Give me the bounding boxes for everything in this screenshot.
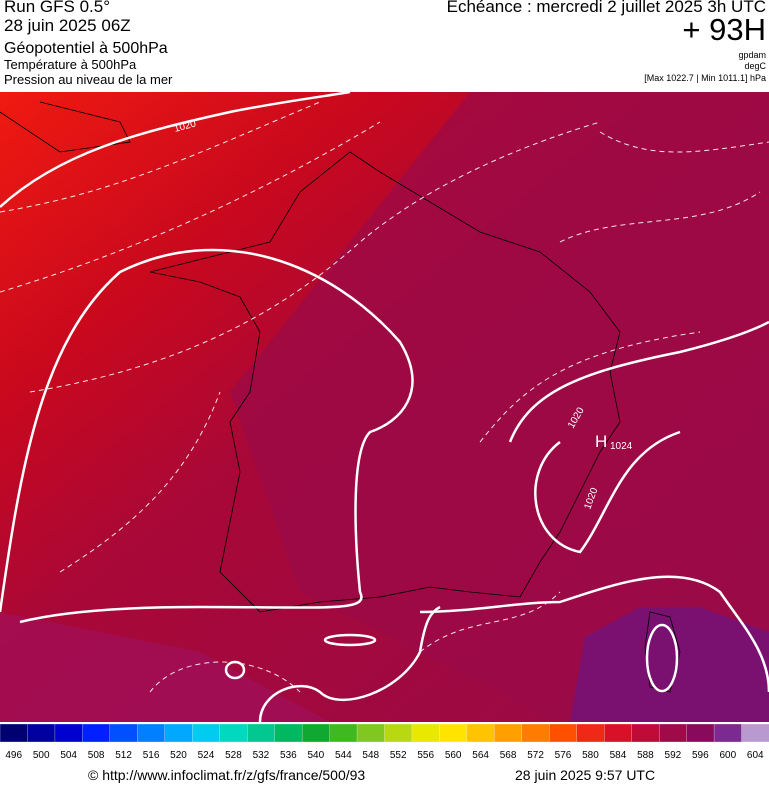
colorbar-cell <box>274 724 303 743</box>
colorbar-cell <box>109 724 138 743</box>
colorbar-cell <box>604 724 633 743</box>
run: Run GFS 0.5° <box>4 0 111 16</box>
colorbar-label: 508 <box>88 750 105 761</box>
forecast: Echéance : mercredi 2 juillet 2025 3h UT… <box>446 0 766 16</box>
colorbar-label: 552 <box>390 750 407 761</box>
colorbar-cell <box>384 724 413 743</box>
high-value: 1024 <box>610 441 633 452</box>
colorbar-label: 596 <box>692 750 709 761</box>
colorbar-cell <box>411 724 441 743</box>
colorbar-cell <box>521 724 550 743</box>
colorbar-label: 572 <box>527 750 544 761</box>
colorbar-label: 560 <box>445 750 462 761</box>
footer-time: 28 juin 2025 9:57 UTC <box>515 767 656 783</box>
temperature-contours <box>0 101 769 693</box>
colorbar-cell <box>686 724 715 743</box>
colorbar-cell <box>631 724 660 743</box>
colorbar-cell <box>192 724 221 743</box>
colorbar-label: 496 <box>5 750 22 761</box>
run-date: 28 juin 2025 06Z <box>4 16 131 35</box>
colorbar-label: 548 <box>362 750 379 761</box>
colorbar-cell <box>247 724 276 743</box>
colorbar-label: 504 <box>60 750 77 761</box>
colorbar-cell <box>137 724 166 743</box>
colorbar-label: 556 <box>417 750 434 761</box>
colorbar-label: 592 <box>665 750 682 761</box>
colorbar-label: 536 <box>280 750 297 761</box>
high-letter: H <box>595 432 607 451</box>
colorbar-label: 568 <box>500 750 517 761</box>
title: Géopotentiel à 500hPa <box>4 40 168 57</box>
colorbar-label: 600 <box>719 750 736 761</box>
unit: degC <box>744 61 766 71</box>
map: 1020 1020 1020 H 1024 <box>0 92 769 722</box>
colorbar-cell <box>658 724 688 743</box>
colorbar-cell <box>439 724 468 743</box>
colorbar-cell <box>713 724 743 743</box>
colorbar-cell <box>329 724 358 743</box>
subtitle: Température à 500hPa <box>4 57 137 72</box>
colorbar-label: 584 <box>610 750 627 761</box>
colorbar-label: 524 <box>198 750 215 761</box>
isobars <box>0 92 769 722</box>
field <box>230 92 769 722</box>
colorbar-label: 532 <box>253 750 270 761</box>
colorbar-cell <box>576 724 605 743</box>
colorbar-label: 516 <box>143 750 160 761</box>
colorbar-label: 512 <box>115 750 132 761</box>
coastlines <box>0 101 681 693</box>
colorbar: 496 500 504 508 512 516 520 524 528 532 536 540 544 5… <box>0 724 769 761</box>
colorbar-label: 576 <box>555 750 572 761</box>
colorbar-label: 540 <box>307 750 324 761</box>
colorbar-label: 604 <box>747 750 764 761</box>
lead-time: + 93H <box>682 12 766 47</box>
colorbar-cell <box>164 724 193 743</box>
colorbar-cell <box>82 724 111 743</box>
colorbar-label: 564 <box>472 750 489 761</box>
footer-url: © http://www.infoclimat.fr/z/gfs/france/… <box>88 767 366 783</box>
colorbar-label: 544 <box>335 750 352 761</box>
field <box>0 612 330 722</box>
colorbar-cell <box>301 724 331 743</box>
field <box>570 607 769 722</box>
colorbar-cell <box>219 724 248 743</box>
range: [Max 1022.7 | Min 1011.1] hPa <box>644 73 766 83</box>
colorbar-label: 588 <box>637 750 654 761</box>
colorbar-cell <box>494 724 523 743</box>
subtitle: Pression au niveau de la mer <box>4 72 173 87</box>
colorbar-label: 500 <box>33 750 50 761</box>
colorbar-label: 528 <box>225 750 242 761</box>
colorbar-cell <box>466 724 496 743</box>
unit: gpdam <box>738 50 766 60</box>
colorbar-cell <box>54 724 84 743</box>
colorbar-cell <box>356 724 386 743</box>
colorbar-cell <box>27 724 56 743</box>
colorbar-cell <box>549 724 578 743</box>
colorbar-cell <box>741 724 769 743</box>
colorbar-label: 520 <box>170 750 187 761</box>
colorbar-cell <box>0 724 29 743</box>
colorbar-label: 580 <box>582 750 599 761</box>
